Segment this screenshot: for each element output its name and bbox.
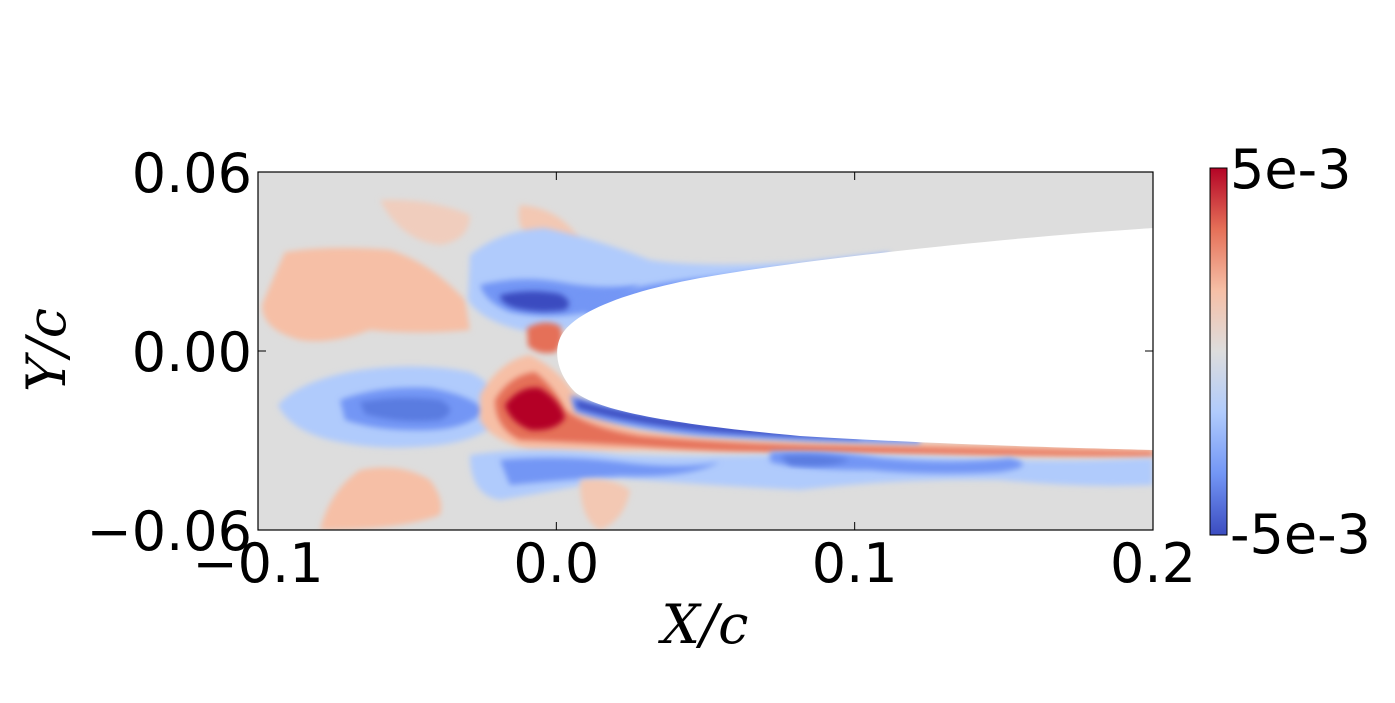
x-tick-label: 0.0 [513,532,599,595]
contour-region [320,467,442,530]
y-tick-label: 0.00 [132,321,252,384]
airfoil-shape [557,228,1153,450]
contour-field [262,199,1153,530]
colorbar-gradient [1209,167,1228,536]
contour-region [262,247,470,342]
plot-area [258,172,1153,530]
x-axis-ticks: −0.1 0.0 0.1 0.2 [192,172,1196,595]
contour-region [360,397,450,422]
contour-region [505,387,565,431]
colorbar: 5e-3 -5e-3 [1209,138,1371,566]
x-tick-label: 0.2 [1110,532,1196,595]
y-tick-label: −0.06 [87,500,252,563]
contour-region [380,199,470,245]
contour-region [580,479,630,530]
contour-region [500,457,720,485]
x-tick-label: −0.1 [192,532,323,595]
y-tick-label: 0.06 [132,142,252,205]
colorbar-max-label: 5e-3 [1230,138,1351,201]
contour-region [500,291,569,312]
contour-region [480,355,1153,458]
colorbar-min-label: -5e-3 [1230,503,1371,566]
y-axis-ticks: 0.06 0.00 −0.06 [87,142,1153,563]
y-axis-label: Y/c [15,308,78,392]
contour-region [780,455,850,466]
contour-region [527,322,563,354]
x-tick-label: 0.1 [812,532,898,595]
x-axis-label: X/c [658,593,749,656]
